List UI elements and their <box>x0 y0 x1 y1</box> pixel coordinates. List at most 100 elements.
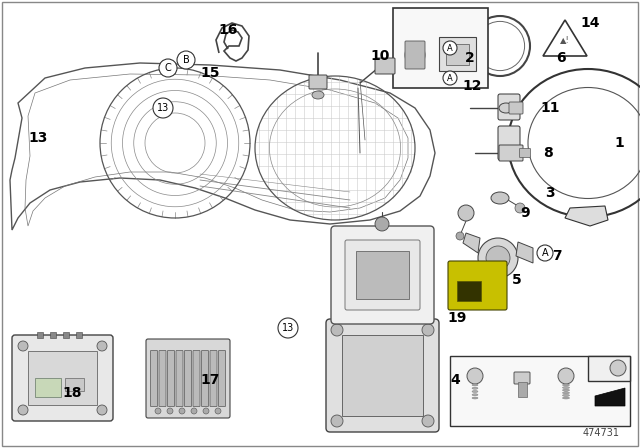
FancyBboxPatch shape <box>35 378 61 396</box>
FancyBboxPatch shape <box>498 126 520 160</box>
Ellipse shape <box>405 43 425 67</box>
Ellipse shape <box>179 408 185 414</box>
Circle shape <box>18 341 28 351</box>
Text: ▲!: ▲! <box>560 35 570 44</box>
Text: 11: 11 <box>540 101 559 115</box>
FancyBboxPatch shape <box>405 41 425 69</box>
Ellipse shape <box>563 384 570 386</box>
Circle shape <box>478 238 518 278</box>
Ellipse shape <box>563 394 570 396</box>
Ellipse shape <box>472 384 478 386</box>
Text: 13: 13 <box>282 323 294 333</box>
Circle shape <box>443 71 457 85</box>
Ellipse shape <box>167 408 173 414</box>
Text: A: A <box>447 43 453 52</box>
FancyBboxPatch shape <box>514 372 530 384</box>
Text: 474731: 474731 <box>583 428 620 438</box>
FancyBboxPatch shape <box>12 335 113 421</box>
Polygon shape <box>516 242 533 263</box>
Text: 7: 7 <box>552 249 562 263</box>
FancyBboxPatch shape <box>184 350 191 406</box>
FancyBboxPatch shape <box>331 226 434 324</box>
Text: B: B <box>518 361 526 371</box>
Text: 10: 10 <box>370 49 389 63</box>
Text: C: C <box>471 361 479 371</box>
Circle shape <box>458 205 474 221</box>
Text: A: A <box>541 248 548 258</box>
Ellipse shape <box>215 408 221 414</box>
Circle shape <box>331 415 343 427</box>
Text: 13: 13 <box>157 103 169 113</box>
Ellipse shape <box>563 397 570 399</box>
FancyBboxPatch shape <box>588 356 630 381</box>
Ellipse shape <box>563 387 570 388</box>
Circle shape <box>558 368 574 384</box>
Text: 4: 4 <box>450 373 460 387</box>
Ellipse shape <box>563 392 570 394</box>
Text: A: A <box>562 361 570 371</box>
FancyBboxPatch shape <box>218 350 225 406</box>
Text: 16: 16 <box>218 23 237 37</box>
FancyBboxPatch shape <box>50 332 56 338</box>
FancyBboxPatch shape <box>520 148 531 158</box>
FancyBboxPatch shape <box>342 335 423 416</box>
FancyBboxPatch shape <box>499 145 523 161</box>
Circle shape <box>153 98 173 118</box>
Circle shape <box>610 360 626 376</box>
FancyBboxPatch shape <box>193 350 200 406</box>
Circle shape <box>159 59 177 77</box>
Circle shape <box>537 245 553 261</box>
Ellipse shape <box>491 192 509 204</box>
Text: B: B <box>182 55 189 65</box>
Text: 1: 1 <box>614 136 624 150</box>
Text: 15: 15 <box>200 66 220 80</box>
FancyBboxPatch shape <box>509 102 523 114</box>
Circle shape <box>331 324 343 336</box>
FancyBboxPatch shape <box>150 350 157 406</box>
Ellipse shape <box>191 408 197 414</box>
FancyBboxPatch shape <box>76 332 82 338</box>
FancyBboxPatch shape <box>37 332 43 338</box>
Circle shape <box>422 415 434 427</box>
Text: 6: 6 <box>556 51 566 65</box>
FancyBboxPatch shape <box>356 251 409 299</box>
Text: 13: 13 <box>595 362 612 375</box>
Ellipse shape <box>312 91 324 99</box>
Ellipse shape <box>203 408 209 414</box>
FancyBboxPatch shape <box>202 350 209 406</box>
Text: 12: 12 <box>462 79 481 93</box>
FancyBboxPatch shape <box>345 240 420 310</box>
FancyBboxPatch shape <box>146 339 230 418</box>
Ellipse shape <box>472 387 478 389</box>
Circle shape <box>177 51 195 69</box>
Text: 8: 8 <box>543 146 553 160</box>
Text: 9: 9 <box>520 206 530 220</box>
Circle shape <box>97 341 107 351</box>
Circle shape <box>467 368 483 384</box>
Ellipse shape <box>563 389 570 391</box>
FancyBboxPatch shape <box>445 43 468 65</box>
Ellipse shape <box>472 391 478 392</box>
Text: 2: 2 <box>465 51 475 65</box>
Text: 18: 18 <box>62 386 81 400</box>
FancyBboxPatch shape <box>498 94 520 120</box>
Circle shape <box>456 232 464 240</box>
Text: 13: 13 <box>28 131 47 145</box>
Text: 19: 19 <box>447 311 467 325</box>
FancyBboxPatch shape <box>65 378 83 391</box>
FancyBboxPatch shape <box>176 350 183 406</box>
Text: 5: 5 <box>512 273 522 287</box>
Circle shape <box>422 324 434 336</box>
Ellipse shape <box>472 397 478 399</box>
Circle shape <box>278 318 298 338</box>
Ellipse shape <box>499 103 513 113</box>
Circle shape <box>97 405 107 415</box>
FancyBboxPatch shape <box>63 332 69 338</box>
FancyBboxPatch shape <box>393 8 488 88</box>
Polygon shape <box>463 233 480 253</box>
Ellipse shape <box>472 394 478 396</box>
Circle shape <box>486 246 510 270</box>
FancyBboxPatch shape <box>309 75 327 89</box>
Circle shape <box>515 203 525 213</box>
Ellipse shape <box>155 408 161 414</box>
